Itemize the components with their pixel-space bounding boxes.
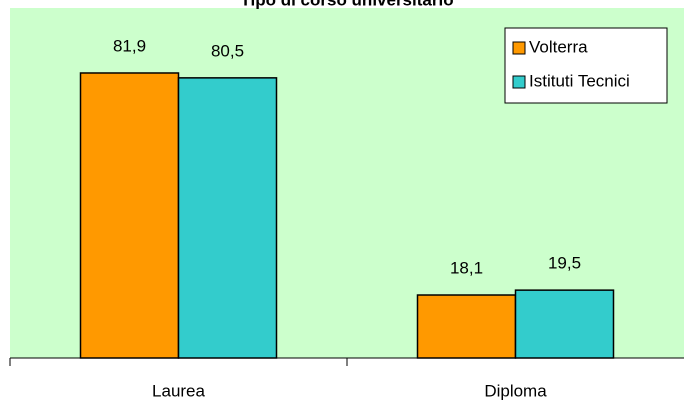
- value-label: 18,1: [450, 258, 483, 277]
- legend-label: Volterra: [529, 37, 588, 56]
- chart-title: Tipo di corso universitario: [240, 0, 453, 9]
- bar: [416, 294, 517, 359]
- x-tick-label: Laurea: [152, 381, 205, 400]
- legend-box: [504, 27, 668, 104]
- bar: [514, 289, 615, 359]
- bar: [79, 72, 180, 359]
- legend-label: Istituti Tecnici: [529, 71, 630, 90]
- value-label: 80,5: [211, 41, 244, 60]
- legend-swatch: [512, 75, 526, 89]
- bar: [177, 77, 278, 359]
- value-label: 81,9: [113, 36, 146, 55]
- legend-swatch: [512, 41, 526, 55]
- value-label: 19,5: [548, 254, 581, 273]
- x-tick-label: Diploma: [484, 381, 547, 400]
